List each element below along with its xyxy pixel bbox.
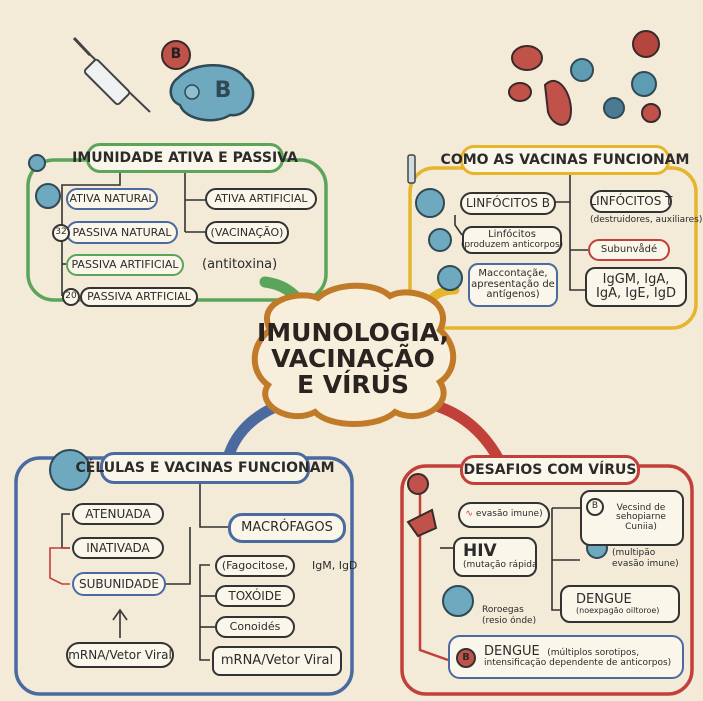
antibody-cluster-icon — [161, 40, 255, 122]
center-cloud — [251, 282, 457, 427]
subunidade-node: SUBUNIDADE — [72, 572, 166, 596]
dengue-2-row: DENGUE (múltiplos sorotipos, — [484, 645, 639, 659]
mrna-vetor-right-node: mRNA/Vetor Viral — [212, 646, 342, 676]
conoides-node: Conoidés — [215, 616, 295, 638]
green-title: IMUNIDADE ATIVA E PASSIVA — [72, 143, 298, 173]
multiplo-line-1: (multipão — [612, 548, 656, 558]
evasao-label: evasão imune) — [475, 509, 543, 520]
linfocitos-label: Linfócitos — [488, 229, 536, 241]
dengue-1-sub-label: (noexpagão oiltoroe) — [576, 605, 660, 615]
center-title-line-3: E VÍRUS — [297, 370, 409, 400]
dengue-2-content: DENGUE (múltiplos sorotipos, intensifica… — [484, 645, 671, 668]
hiv-node: HIV (mutação rápida — [453, 537, 538, 577]
igs-line-2: IgA, IgE, IgD — [596, 286, 676, 301]
red-connectors — [418, 488, 580, 662]
evasao-wave-icon: ∿ — [465, 509, 473, 520]
vecsind-line-2: sehopiarne — [616, 512, 666, 523]
apresentacao-antigenos-node: Maccontaçãe, apresentação de antígenos) — [468, 263, 558, 307]
yellow-title: COMO AS VACINAS FUNCIONAM — [441, 145, 689, 175]
igm-igd-label: IgM, IgD — [312, 559, 358, 572]
dengue-2-desc-2: intensificação dependente de anticorpos) — [484, 658, 672, 669]
vecsind-line-1: Vecsind de — [616, 502, 666, 513]
produzem-anticorpos-label: (produzem anticorpos) — [460, 239, 564, 250]
igs-line-1: IgGM, IgA, — [602, 272, 670, 288]
dengue-1-label: DENGUE — [576, 591, 632, 607]
virus-cluster-icon — [508, 30, 661, 126]
linfocitos-produzem-node: Linfócitos (produzem anticorpos) — [460, 226, 564, 254]
antitoxina-label: (antitoxina) — [202, 257, 278, 272]
apresentacao-label: apresentação de — [471, 278, 555, 290]
roroegas-label: Roroegas (resio ónde) — [482, 605, 536, 627]
roroegas-line-1: Roroegas — [482, 605, 524, 615]
red-title: DESAFIOS COM VÍRUS — [460, 455, 640, 485]
dengue-1-node: DENGUE (noexpagão oiltoroe) — [560, 585, 680, 623]
subunvade-node: Subunvådé — [588, 239, 670, 261]
dengue-2-label: DENGUE — [484, 644, 540, 660]
vecsind-node: Vecsind de sehopiarne Cuniia) — [580, 490, 684, 546]
branch-virus-icons — [28, 154, 608, 617]
mutacao-label: (mutação rápida — [463, 560, 538, 571]
antigenos-label: antígenos) — [486, 289, 540, 301]
dengue-b-badge: B — [456, 648, 476, 668]
inativada-node: INATIVADA — [72, 537, 164, 559]
red-branch-icons — [406, 473, 438, 538]
vecsind-line-3: Cuniia) — [625, 521, 657, 532]
ativa-artificial-node: ATIVA ARTIFICIAL — [205, 188, 317, 210]
passiva-natural-node: PASSIVA NATURAL — [66, 221, 178, 244]
passiva-artificial-2-node: PASSIVA ARTFICIAL — [80, 287, 198, 307]
center-title-line-2: VACINAÇÃO — [271, 343, 435, 373]
mrna-vetor-left-node: mRNA/Vetor Viral — [66, 642, 174, 668]
dengue-2-node: DENGUE (múltiplos sorotipos, intensifica… — [448, 635, 684, 679]
badge-20: 20 — [62, 288, 80, 306]
destruidores-label: (destruidores, auxiliares) — [590, 215, 703, 225]
decor-b-big: B — [214, 78, 232, 103]
imunoglobulinas-node: IgGM, IgA, IgA, IgE, IgD — [585, 267, 687, 307]
dengue-2-desc-1: (múltiplos sorotipos, — [547, 648, 640, 659]
center-topic: IMUNOLOGIA, VACINAÇÃO E VÍRUS — [257, 300, 449, 418]
multiplo-evasao-label: (multipão evasão imune) — [612, 548, 679, 570]
linfocitos-b-node: LINFÓCITOS B — [460, 192, 556, 215]
blue-connectors — [49, 478, 228, 661]
fagocitose-node: (Fagocitose, — [215, 555, 295, 577]
vial-icon — [407, 154, 416, 184]
passiva-artificial-node: PASSIVA ARTIFICIAL — [66, 254, 184, 276]
maccontacao-label: Maccontaçãe, — [478, 268, 548, 280]
linfocitos-t-node: LINFÓCITOS T — [590, 190, 673, 213]
blue-title: CÉLULAS E VACINAS FUNCIONAM — [76, 452, 335, 484]
ativa-natural-node: ATIVA NATURAL — [66, 188, 158, 210]
atenuada-node: ATENUADA — [72, 503, 164, 525]
hiv-label: HIV — [463, 541, 497, 562]
toxoide-node: TOXÓIDE — [215, 585, 295, 607]
evasao-imune-node: ∿ evasão imune) — [458, 502, 550, 528]
badge-32: 32 — [52, 224, 70, 242]
macrofagos-node: MACRÓFAGOS — [228, 513, 346, 543]
multiplo-line-2: evasão imune) — [612, 558, 679, 569]
syringe-icon — [72, 36, 151, 113]
vacinacao-node: (VACINAÇÃO) — [205, 221, 289, 244]
decor-b-small: B — [170, 46, 182, 62]
center-title-line-1: IMUNOLOGIA, — [256, 317, 450, 347]
vecsind-b-badge: B — [586, 498, 604, 516]
roroegas-line-2: (resio ónde) — [482, 615, 537, 626]
